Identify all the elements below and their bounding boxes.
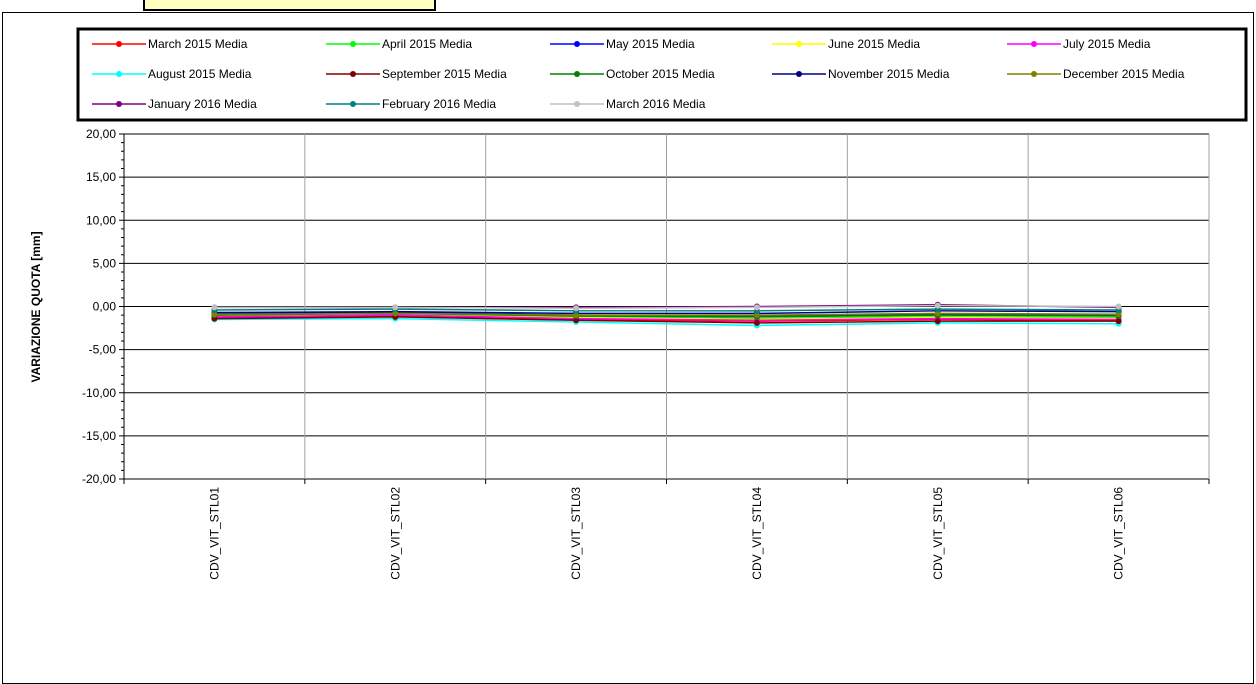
data-point [1115,311,1122,318]
y-axis: 20,00 15,00 10,00 5,00 0,00 -5,00 -10,00 -15,00… [82,127,125,486]
legend-entry: April 2015 Media [382,37,472,51]
legend-swatch-marker [574,101,580,107]
x-axis: CDV_VIT_STL01 CDV_VIT_STL02 CDV_VIT_STL03 C… [123,479,1210,580]
legend-entry: February 2016 Media [382,97,496,111]
x-tick-label: CDV_VIT_STL06 [1112,487,1126,580]
x-tick-label: CDV_VIT_STL05 [931,487,945,580]
data-point [211,304,218,311]
legend-entry: November 2015 Media [828,67,950,81]
legend-entry: August 2015 Media [148,67,252,81]
legend-swatch-marker [116,41,122,47]
y-tick-label: 20,00 [86,127,116,141]
legend-entry: June 2015 Media [828,37,920,51]
legend-entry: September 2015 Media [382,67,507,81]
top-label-box [143,0,436,11]
legend-swatch-marker [116,101,122,107]
series-line [214,310,1119,315]
series-line [214,317,1119,327]
series-line [214,314,1119,322]
y-axis-label: VARIAZIONE QUOTA [mm] [29,231,43,382]
legend-swatch-marker [1031,71,1037,77]
y-tick-label: 15,00 [86,170,116,184]
series-line [214,316,1119,324]
y-tick-label: -10,00 [82,386,116,400]
y-tick-label: 0,00 [93,300,117,314]
series-line [214,312,1119,316]
x-tick-label: CDV_VIT_STL01 [207,487,221,580]
data-point [1115,303,1122,310]
x-tick-label: CDV_VIT_STL03 [569,487,583,580]
data-point [573,317,580,324]
legend-entry: May 2015 Media [606,37,695,51]
legend-swatch-marker [796,41,802,47]
data-point [573,305,580,312]
legend-swatch-marker [574,71,580,77]
series-group [211,301,1122,329]
series-line [214,304,1119,309]
data-point [934,310,941,317]
x-tick-label: CDV_VIT_STL04 [750,487,764,580]
y-tick-label: -5,00 [89,343,117,357]
legend-entry: October 2015 Media [606,67,715,81]
y-tick-label: 10,00 [86,213,116,227]
data-point [753,319,760,326]
data-point [753,312,760,319]
legend-swatch-marker [1031,41,1037,47]
x-tick-label: CDV_VIT_STL02 [388,487,402,580]
data-point [573,312,580,319]
legend-swatch-marker [116,71,122,77]
data-point [1115,318,1122,325]
y-tick-label: -20,00 [82,472,116,486]
legend-swatch-marker [350,41,356,47]
data-point [753,304,760,311]
series-line [214,315,1119,322]
legend-swatch-marker [350,71,356,77]
legend-swatch-marker [350,101,356,107]
data-point [934,302,941,309]
series-line [214,308,1119,312]
legend-swatch-marker [574,41,580,47]
y-tick-label: -15,00 [82,429,116,443]
legend-entry: March 2015 Media [148,37,248,51]
legend-swatch-marker [796,71,802,77]
legend-entry: March 2016 Media [606,97,706,111]
legend-entry: December 2015 Media [1063,67,1185,81]
legend: March 2015 Media April 2015 Media May 2015… [92,37,1185,111]
data-point [392,304,399,311]
y-tick-label: 5,00 [93,256,117,270]
data-point [934,318,941,325]
data-point [392,310,399,317]
legend-entry: January 2016 Media [148,97,257,111]
data-point [211,311,218,318]
legend-entry: July 2015 Media [1063,37,1151,51]
